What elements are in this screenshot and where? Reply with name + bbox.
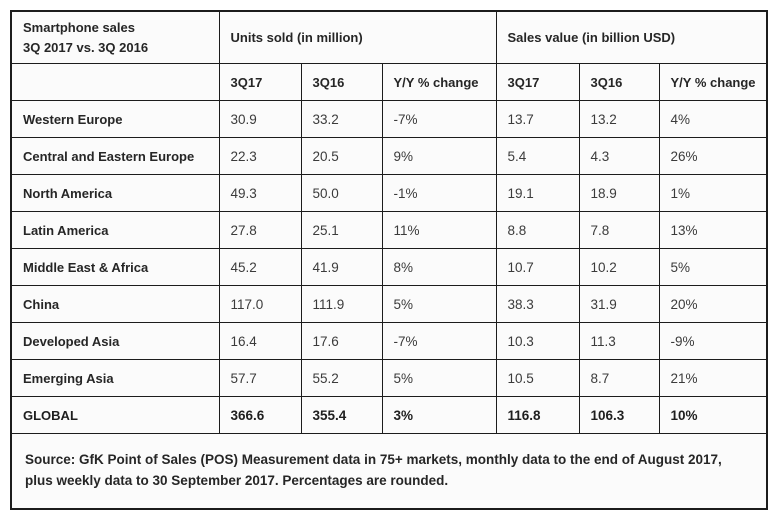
subheader-units-3q16: 3Q16 [300, 63, 383, 101]
table-title-line2: 3Q 2017 vs. 3Q 2016 [23, 39, 149, 55]
value-yoy-cell: 20% [658, 285, 768, 323]
value-3q17-cell: 10.5 [495, 359, 580, 397]
units-3q16-cell: 33.2 [300, 100, 383, 138]
value-3q16-cell: 11.3 [578, 322, 660, 360]
subheader-value-3q17: 3Q17 [495, 63, 580, 101]
table-row-developed-asia: Developed Asia 16.4 17.6 -7% 10.3 11.3 -… [10, 322, 768, 360]
table-row-western-europe: Western Europe 30.9 33.2 -7% 13.7 13.2 4… [10, 100, 768, 138]
units-yoy-cell: 5% [381, 285, 497, 323]
units-3q16-cell: 111.9 [300, 285, 383, 323]
units-3q17-cell: 16.4 [218, 322, 302, 360]
units-yoy-cell: -7% [381, 100, 497, 138]
units-3q17-cell: 22.3 [218, 137, 302, 175]
units-3q17-cell: 117.0 [218, 285, 302, 323]
table-row-north-america: North America 49.3 50.0 -1% 19.1 18.9 1% [10, 174, 768, 212]
value-yoy-cell: -9% [658, 322, 768, 360]
value-3q17-cell: 116.8 [495, 396, 580, 434]
region-label: Latin America [10, 211, 220, 249]
units-yoy-cell: 3% [381, 396, 497, 434]
units-3q16-cell: 55.2 [300, 359, 383, 397]
value-3q17-cell: 8.8 [495, 211, 580, 249]
units-3q17-cell: 49.3 [218, 174, 302, 212]
value-yoy-cell: 26% [658, 137, 768, 175]
units-3q17-cell: 45.2 [218, 248, 302, 286]
group-header-units: Units sold (in million) [218, 10, 497, 64]
value-3q17-cell: 10.7 [495, 248, 580, 286]
table-row-global-total: GLOBAL 366.6 355.4 3% 116.8 106.3 10% [10, 396, 768, 434]
units-3q16-cell: 50.0 [300, 174, 383, 212]
units-yoy-cell: -7% [381, 322, 497, 360]
subheader-value-3q16: 3Q16 [578, 63, 660, 101]
units-yoy-cell: 11% [381, 211, 497, 249]
value-3q17-cell: 13.7 [495, 100, 580, 138]
table-row-china: China 117.0 111.9 5% 38.3 31.9 20% [10, 285, 768, 323]
value-yoy-cell: 5% [658, 248, 768, 286]
units-yoy-cell: 8% [381, 248, 497, 286]
value-yoy-cell: 21% [658, 359, 768, 397]
subheader-units-yoy: Y/Y % change [381, 63, 497, 101]
region-label: Middle East & Africa [10, 248, 220, 286]
value-3q17-cell: 5.4 [495, 137, 580, 175]
table-title-line1: Smartphone sales [23, 20, 135, 35]
group-header-value: Sales value (in billion USD) [495, 10, 768, 64]
region-label: Emerging Asia [10, 359, 220, 397]
region-label: GLOBAL [10, 396, 220, 434]
units-3q16-cell: 25.1 [300, 211, 383, 249]
table-row-emerging-asia: Emerging Asia 57.7 55.2 5% 10.5 8.7 21% [10, 359, 768, 397]
units-3q16-cell: 41.9 [300, 248, 383, 286]
units-3q17-cell: 27.8 [218, 211, 302, 249]
value-3q16-cell: 10.2 [578, 248, 660, 286]
region-label: China [10, 285, 220, 323]
units-yoy-cell: -1% [381, 174, 497, 212]
header-group-row: Smartphone sales 3Q 2017 vs. 3Q 2016 Uni… [10, 10, 768, 64]
units-3q16-cell: 17.6 [300, 322, 383, 360]
subheader-units-3q17: 3Q17 [218, 63, 302, 101]
value-3q16-cell: 4.3 [578, 137, 660, 175]
header-sub-row: 3Q17 3Q16 Y/Y % change 3Q17 3Q16 Y/Y % c… [10, 63, 768, 101]
region-label: Central and Eastern Europe [10, 137, 220, 175]
table-row-latin-america: Latin America 27.8 25.1 11% 8.8 7.8 13% [10, 211, 768, 249]
value-3q17-cell: 19.1 [495, 174, 580, 212]
value-yoy-cell: 10% [658, 396, 768, 434]
units-3q17-cell: 30.9 [218, 100, 302, 138]
units-yoy-cell: 5% [381, 359, 497, 397]
table-row-middle-east-africa: Middle East & Africa 45.2 41.9 8% 10.7 1… [10, 248, 768, 286]
region-label: Western Europe [10, 100, 220, 138]
units-3q17-cell: 366.6 [218, 396, 302, 434]
value-3q16-cell: 13.2 [578, 100, 660, 138]
region-label: North America [10, 174, 220, 212]
value-3q17-cell: 38.3 [495, 285, 580, 323]
units-3q17-cell: 57.7 [218, 359, 302, 397]
value-3q16-cell: 18.9 [578, 174, 660, 212]
region-label: Developed Asia [10, 322, 220, 360]
value-yoy-cell: 1% [658, 174, 768, 212]
value-3q16-cell: 8.7 [578, 359, 660, 397]
value-yoy-cell: 13% [658, 211, 768, 249]
value-3q16-cell: 106.3 [578, 396, 660, 434]
subheader-value-yoy: Y/Y % change [658, 63, 768, 101]
empty-header-cell [10, 63, 220, 101]
value-yoy-cell: 4% [658, 100, 768, 138]
source-note-row: Source: GfK Point of Sales (POS) Measure… [10, 433, 768, 510]
units-yoy-cell: 9% [381, 137, 497, 175]
value-3q16-cell: 31.9 [578, 285, 660, 323]
smartphone-sales-table: Smartphone sales 3Q 2017 vs. 3Q 2016 Uni… [10, 10, 769, 510]
units-3q16-cell: 20.5 [300, 137, 383, 175]
source-note: Source: GfK Point of Sales (POS) Measure… [10, 433, 768, 510]
table-title: Smartphone sales 3Q 2017 vs. 3Q 2016 [10, 10, 220, 64]
value-3q16-cell: 7.8 [578, 211, 660, 249]
table-row-central-eastern-europe: Central and Eastern Europe 22.3 20.5 9% … [10, 137, 768, 175]
units-3q16-cell: 355.4 [300, 396, 383, 434]
value-3q17-cell: 10.3 [495, 322, 580, 360]
